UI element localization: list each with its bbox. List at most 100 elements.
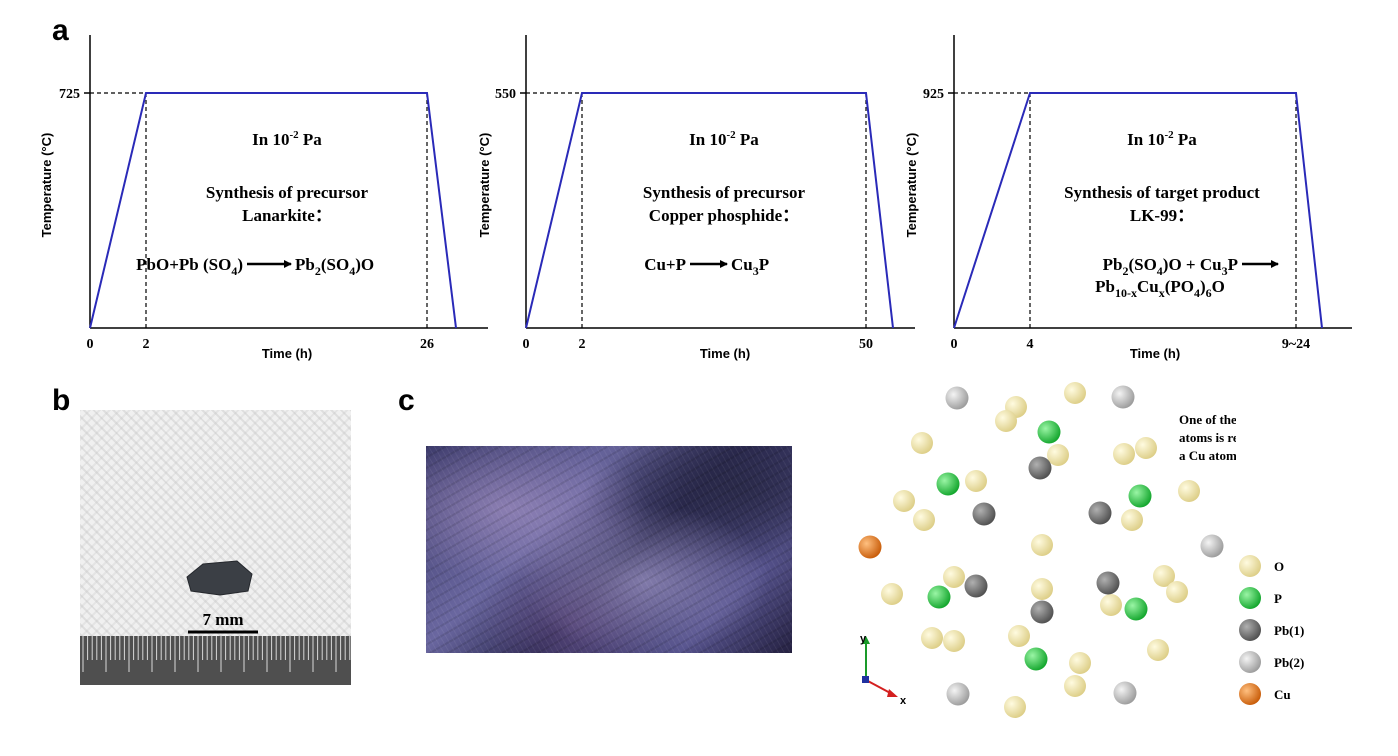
atom-o — [913, 509, 935, 531]
chart-2-title: Synthesis of precursor — [643, 183, 806, 202]
chart-1-series-line — [89, 92, 457, 329]
chart-2-ytick-label: 550 — [495, 87, 516, 102]
atom-o — [1178, 480, 1200, 502]
panel-label-c: c — [398, 384, 415, 417]
atom-o — [1031, 578, 1053, 600]
legend-swatch-pb1 — [1239, 619, 1261, 641]
sample-photo: 7 mm — [80, 410, 351, 685]
sample-photo-overlay: 7 mm — [80, 560, 351, 685]
chart-1-equation-lhs: PbO+Pb (SO4) — [136, 255, 243, 278]
chart-2-equation-rhs: Cu3P — [731, 255, 769, 278]
atom-p — [936, 472, 960, 496]
chart-1-xtick-label-2: 26 — [420, 337, 434, 352]
legend-label-o: O — [1274, 559, 1284, 574]
chart-3-xtick-label-0: 0 — [951, 337, 958, 352]
panel-label-a: a — [52, 14, 69, 47]
chart-1: 725 0 2 26 Time (h) Temperature (°C) In … — [39, 35, 488, 361]
atom-o — [921, 627, 943, 649]
chart-3-equation-line1: Pb2(SO4)O + Cu3P — [1103, 255, 1238, 278]
panel-a-charts: 725 0 2 26 Time (h) Temperature (°C) In … — [39, 35, 1352, 361]
atom-p — [1037, 420, 1061, 444]
oxygen-atoms — [881, 382, 1200, 718]
atom-p — [1024, 647, 1048, 671]
chart-3-xlabel: Time (h) — [1130, 346, 1180, 361]
sample-crystal — [186, 560, 253, 596]
legend-label-pb2: Pb(2) — [1274, 655, 1304, 670]
atom-o — [943, 630, 965, 652]
phosphorus-atoms — [927, 420, 1152, 671]
atom-pb1 — [1030, 600, 1054, 624]
atom-o — [943, 566, 965, 588]
ruler-ticks — [82, 636, 351, 672]
ruler — [80, 636, 351, 685]
atom-o — [1121, 509, 1143, 531]
chart-3-ytick-label: 925 — [923, 87, 944, 102]
atom-o — [965, 470, 987, 492]
chart-3-condition: In 10-2 Pa — [1127, 129, 1197, 149]
atom-o — [995, 410, 1017, 432]
chart-2-subtitle: Copper phosphide： — [649, 206, 799, 225]
axis-z-marker — [862, 676, 869, 683]
chart-2-xtick-label-0: 0 — [523, 337, 530, 352]
chart-1-condition: In 10-2 Pa — [252, 129, 322, 149]
legend-swatch-p — [1239, 587, 1261, 609]
structure-legend-panel: O P Pb(1) Pb(2) Cu — [1239, 555, 1304, 705]
atom-o — [1113, 443, 1135, 465]
chart-3-ylabel: Temperature (°C) — [904, 133, 919, 238]
atom-pb1 — [1028, 456, 1052, 480]
chart-3: 925 0 4 9~24 Time (h) Temperature (°C) I… — [904, 35, 1352, 361]
atom-o — [893, 490, 915, 512]
chart-1-title: Synthesis of precursor — [206, 183, 369, 202]
atom-o — [1147, 639, 1169, 661]
chart-2-series-line — [525, 92, 894, 329]
legend-swatch-cu — [1239, 683, 1261, 705]
atom-o — [881, 583, 903, 605]
legend-label-pb1: Pb(1) — [1274, 623, 1304, 638]
legend-label-p: P — [1274, 591, 1282, 606]
atom-pb1 — [1088, 501, 1112, 525]
legend-swatch-pb2 — [1239, 651, 1261, 673]
axis-x-arrow — [865, 679, 893, 695]
legend-label-cu: Cu — [1274, 687, 1291, 702]
atom-pb2 — [1200, 534, 1224, 558]
chart-2-xlabel: Time (h) — [700, 346, 750, 361]
atom-pb2 — [1113, 681, 1137, 705]
atom-o — [1008, 625, 1030, 647]
atom-p — [927, 585, 951, 609]
chart-2-xtick-label-1: 2 — [579, 337, 586, 352]
chart-2-xtick-label-2: 50 — [859, 337, 873, 352]
atom-pb1 — [964, 574, 988, 598]
atom-pb2 — [945, 386, 969, 410]
atom-p — [1124, 597, 1148, 621]
chart-3-title: Synthesis of target product — [1064, 183, 1260, 202]
atom-o — [1064, 382, 1086, 404]
lead2-atoms — [945, 385, 1224, 706]
atom-o — [1153, 565, 1175, 587]
chart-2-ylabel: Temperature (°C) — [477, 133, 492, 238]
chart-2-equation-lhs: Cu+P — [644, 255, 686, 274]
structure-note-line3: a Cu atom — [1179, 448, 1236, 463]
chart-1-xtick-label-1: 2 — [143, 337, 150, 352]
panel-label-b: b — [52, 384, 71, 417]
chart-1-ytick-label: 725 — [59, 87, 80, 102]
axis-y-arrowhead — [862, 636, 870, 644]
chart-1-subtitle: Lanarkite： — [242, 206, 332, 225]
structure-note-line2: atoms is replaced by — [1179, 430, 1236, 445]
chart-3-xtick-label-1: 4 — [1027, 337, 1034, 352]
atom-cu — [858, 535, 882, 559]
legend-swatch-o — [1239, 555, 1261, 577]
structure-note-line1: One of the four Pb(2) — [1179, 412, 1236, 427]
chart-2: 550 0 2 50 Time (h) Temperature (°C) In … — [477, 35, 915, 361]
micrograph-photo — [426, 446, 792, 653]
axis-y-label: y — [860, 633, 867, 645]
axis-x-label: x — [900, 695, 907, 707]
scale-bar-label: 7 mm — [202, 610, 243, 629]
micrograph-texture — [426, 446, 792, 653]
chart-1-xlabel: Time (h) — [262, 346, 312, 361]
atom-pb1 — [1096, 571, 1120, 595]
lead1-atoms — [964, 456, 1120, 624]
atom-pb2 — [1111, 385, 1135, 409]
chart-3-series-line — [953, 92, 1323, 329]
atom-o — [1004, 696, 1026, 718]
chart-3-subtitle: LK-99： — [1130, 206, 1194, 225]
